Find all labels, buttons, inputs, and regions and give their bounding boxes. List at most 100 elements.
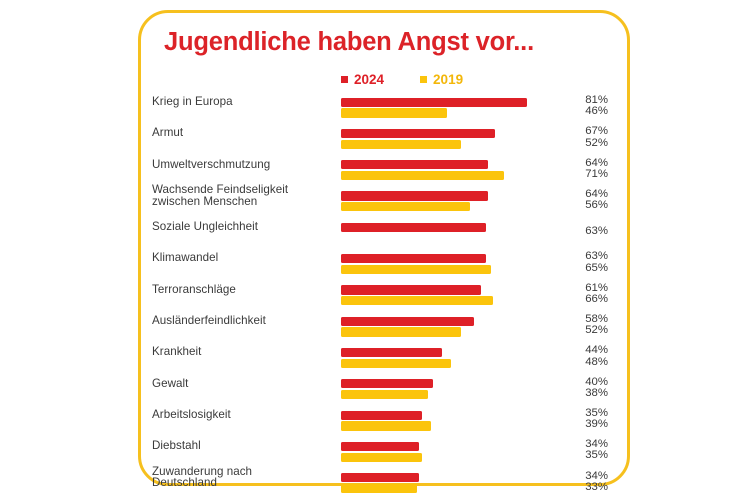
value-labels: 67% 52% — [575, 125, 608, 149]
value-2019: 38% — [585, 386, 608, 399]
value-labels: 40% 38% — [575, 375, 608, 399]
category-label: Terroranschläge — [152, 283, 329, 296]
legend-label-2024: 2024 — [354, 72, 385, 87]
value-labels: 61% 66% — [575, 281, 608, 305]
bar-group — [341, 313, 581, 344]
legend-item-2024: 2024 — [341, 73, 384, 87]
bar-2024 — [341, 379, 433, 389]
bar-2024 — [341, 347, 443, 358]
bar-2019 — [341, 264, 491, 275]
value-labels: 81% 46% — [575, 94, 608, 118]
bar-2019 — [341, 296, 493, 306]
category-label: Ausländerfeindlichkeit — [152, 315, 329, 327]
category-label-line2: Deutschland — [152, 476, 218, 490]
category-label: Diebstahl — [152, 440, 329, 452]
chart-row: Armut 67% 52% — [0, 125, 752, 156]
value-labels: 64% 71% — [575, 156, 608, 180]
chart-row: Umweltverschmutzung 64% 71% — [0, 157, 752, 188]
value-2019: 65% — [585, 261, 608, 274]
bar-2019 — [341, 327, 461, 337]
value-2024: 40% — [585, 375, 608, 388]
chart-row: Wachsende Feindseligkeit zwischen Mensche… — [0, 183, 752, 219]
chart-row: Terroranschläge 61% 66% — [0, 282, 752, 313]
value-2024: 81% — [585, 94, 608, 106]
category-label: Krieg in Europa — [152, 96, 329, 108]
value-2024: 64% — [585, 187, 608, 200]
bar-group — [341, 94, 581, 125]
bar-group — [341, 470, 581, 501]
bar-2024 — [341, 222, 486, 232]
legend-swatch-2019 — [420, 76, 428, 84]
bar-2024 — [341, 441, 420, 452]
bar-2024 — [341, 97, 528, 107]
value-2024: 35% — [585, 406, 608, 419]
category-label-line1: Umweltverschmutzung — [152, 157, 271, 171]
bar-2019 — [341, 358, 452, 368]
value-labels: 63% 65% — [575, 250, 608, 274]
bar-2024 — [341, 160, 489, 170]
value-2019: 48% — [585, 355, 608, 368]
category-label-line2: zwischen Menschen — [152, 194, 258, 208]
bar-group — [341, 250, 581, 281]
chart-row: Gewalt 40% 38% — [0, 376, 752, 407]
value-labels: 44% 48% — [575, 344, 608, 368]
value-2024: 63% — [585, 250, 608, 263]
page-title: Jugendliche haben Angst vor... — [164, 28, 534, 56]
value-2024: 44% — [585, 344, 608, 357]
value-2019: 46% — [585, 105, 608, 118]
value-2019: 66% — [585, 292, 608, 305]
value-2019: 35% — [585, 449, 608, 462]
value-labels: 58% 52% — [575, 313, 608, 337]
value-2024: 64% — [585, 156, 608, 169]
legend-item-2019: 2019 — [420, 73, 463, 87]
legend-label-2019: 2019 — [433, 72, 464, 87]
category-label-line1: Zuwanderung nach — [152, 464, 253, 478]
chart-row: Krieg in Europa 81% 46% — [0, 94, 752, 125]
value-2024: 61% — [585, 281, 608, 294]
value-2024: 58% — [585, 313, 608, 326]
value-labels: 35% 39% — [575, 406, 608, 431]
legend-swatch-2024 — [341, 76, 348, 84]
value-2019: 56% — [585, 199, 608, 212]
category-label-line1: Ausländerfeindlichkeit — [152, 314, 266, 328]
value-labels: 63% — [575, 225, 608, 238]
category-label: Soziale Ungleichheit — [152, 221, 329, 233]
category-label-line1: Krieg in Europa — [152, 95, 233, 108]
category-label-line1: Wachsende Feindseligkeit — [152, 182, 289, 196]
bar-2019 — [341, 421, 431, 431]
category-label: Krankheit — [152, 346, 329, 358]
value-2024: 34% — [585, 469, 608, 482]
chart-legend: 2024 2019 — [341, 73, 463, 87]
category-label: Gewalt — [152, 376, 329, 390]
category-label: Arbeitslosigkeit — [152, 409, 329, 421]
bar-2024 — [341, 191, 489, 201]
chart-row: Ausländerfeindlichkeit 58% 52% — [0, 313, 752, 344]
bar-group — [341, 188, 581, 219]
bar-chart-rows: Krieg in Europa 81% 46% Armut 67% 52% Umweltve… — [0, 94, 752, 501]
value-2019: 39% — [585, 418, 608, 431]
chart-row: Soziale Ungleichheit 63% — [0, 219, 752, 250]
category-label: Umweltverschmutzung — [152, 157, 329, 171]
bar-2024 — [341, 473, 420, 483]
bar-2024 — [341, 285, 482, 295]
bar-2024 — [341, 128, 496, 139]
bar-group — [341, 125, 581, 156]
category-label-line1: Gewalt — [152, 376, 189, 390]
chart-row: Diebstahl 34% 35% — [0, 438, 752, 469]
value-2019: 52% — [585, 136, 608, 149]
category-label: Armut — [152, 127, 329, 139]
bar-2019 — [341, 390, 429, 400]
category-label-line1: Klimawandel — [152, 251, 219, 265]
value-2024: 63% — [585, 225, 608, 238]
value-labels: 34% 33% — [575, 469, 608, 493]
value-2019: 71% — [585, 167, 608, 180]
bar-group — [341, 157, 581, 188]
category-label: Klimawandel — [152, 252, 329, 264]
bar-2019 — [341, 483, 417, 494]
bar-group — [341, 407, 581, 438]
value-2019: 52% — [585, 324, 608, 337]
value-2019: 33% — [585, 480, 608, 493]
bar-group — [341, 344, 581, 375]
bar-2019 — [341, 452, 422, 462]
